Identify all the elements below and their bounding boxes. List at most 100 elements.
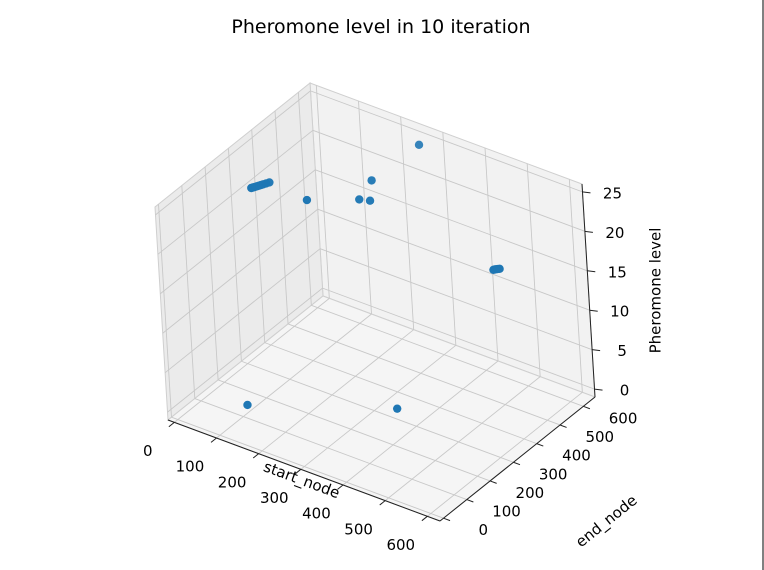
data-point [355, 195, 364, 204]
y-axis-line [439, 396, 596, 522]
z-grid-left [160, 169, 316, 295]
z-tick-mark [587, 270, 596, 273]
y-axis-label: end_node [572, 491, 641, 552]
y-grid-left [227, 148, 242, 362]
axis-lines [167, 183, 596, 522]
z-grid-left [162, 208, 318, 334]
x-grid-back [442, 132, 457, 346]
y-tick-label: 0 [478, 521, 488, 539]
data-point [243, 400, 252, 410]
x-grid-back [484, 147, 499, 362]
z-tick-mark [582, 191, 591, 194]
x-grid-floor [258, 329, 414, 455]
y-tick-label: 400 [562, 447, 591, 465]
data-point [302, 195, 312, 205]
x-grid-floor [384, 376, 541, 501]
y-tick-mark [489, 480, 497, 484]
z-grid-back [312, 129, 586, 232]
x-tick-label: 200 [218, 473, 247, 491]
z-tick-label: 15 [608, 263, 627, 281]
y-grid-floor [194, 398, 467, 500]
x-tick-mark [168, 421, 175, 428]
z-grid-left [164, 248, 321, 374]
z-grid-left [167, 287, 323, 413]
x-grid-back [568, 179, 583, 393]
y-tick-label: 200 [516, 484, 545, 502]
x-tick-mark [210, 437, 217, 443]
x-grid-floor [342, 360, 499, 486]
x-tick-label: 0 [143, 442, 153, 460]
y-grid-left [181, 185, 196, 399]
x-tick-mark [252, 453, 259, 459]
y-tick-mark [513, 461, 521, 466]
data-point [392, 404, 402, 413]
x-grid-floor [216, 313, 372, 439]
data-point [265, 178, 274, 187]
data-points [243, 140, 504, 413]
z-tick-label: 0 [620, 382, 630, 400]
y-grid-left [204, 166, 219, 380]
x-tick-mark [337, 484, 344, 490]
y-tick-mark [466, 499, 474, 503]
x-grid-back [526, 163, 541, 377]
x-tick-label: 500 [344, 520, 373, 538]
y-tick-mark [583, 405, 591, 410]
z-tick-mark [584, 230, 593, 233]
x-grid-back [358, 100, 372, 315]
z-axis-line [581, 183, 596, 398]
z-axis-label: Pheromone level [647, 228, 665, 354]
z-tick-mark [589, 309, 598, 312]
z-tick-label: 5 [617, 342, 627, 360]
x-tick-label: 300 [260, 489, 289, 507]
x-tick-label: 100 [176, 458, 205, 476]
x-grid-back [400, 116, 415, 330]
y-tick-mark [559, 424, 567, 428]
y-grid-floor [217, 379, 491, 482]
y-grid-left [274, 110, 289, 324]
x-grid-back [315, 85, 330, 299]
z-tick-label: 10 [610, 303, 629, 321]
y-grid-floor [287, 323, 561, 426]
y-grid-floor [171, 416, 444, 519]
y-grid-left [251, 129, 266, 343]
data-point [495, 264, 504, 274]
y-tick-mark [443, 517, 451, 522]
chart-title: Pheromone level in 10 iteration [231, 16, 530, 38]
x-grid-floor [427, 391, 583, 517]
z-grid-back [317, 208, 590, 311]
z-grid-back [322, 287, 595, 390]
z-grid-left [155, 90, 311, 216]
y-grid-floor [264, 342, 537, 445]
y-grid-floor [311, 304, 584, 407]
grid-lines [155, 85, 595, 519]
y-grid-left [158, 204, 172, 418]
x-axis-line [167, 419, 441, 522]
data-point [367, 176, 376, 185]
y-tick-mark [536, 443, 544, 447]
y-tick-label: 500 [585, 428, 614, 446]
z-grid-left [157, 129, 314, 255]
x-tick-mark [295, 468, 302, 475]
x-tick-mark [421, 515, 428, 522]
z-tick-label: 25 [603, 184, 622, 202]
x-grid-floor [174, 297, 330, 423]
x-tick-mark [379, 500, 386, 506]
y-tick-label: 600 [609, 409, 638, 427]
x-tick-label: 600 [386, 536, 415, 554]
z-grid-back [319, 248, 593, 351]
z-tick-label: 20 [605, 224, 624, 242]
x-tick-label: 400 [302, 505, 331, 523]
x-grid-floor [300, 344, 457, 470]
y-grid-floor [241, 360, 514, 463]
y-tick-label: 300 [539, 465, 568, 483]
axis-panes [154, 82, 597, 522]
z-tick-mark [594, 388, 603, 391]
z-tick-mark [592, 349, 601, 352]
data-point [365, 196, 375, 205]
z-grid-back [310, 90, 583, 193]
y-tick-label: 100 [492, 503, 521, 521]
z-grid-back [315, 169, 588, 272]
tick-labels: 0100200300400500600010020030040050060005… [143, 184, 637, 554]
data-point [414, 140, 424, 150]
